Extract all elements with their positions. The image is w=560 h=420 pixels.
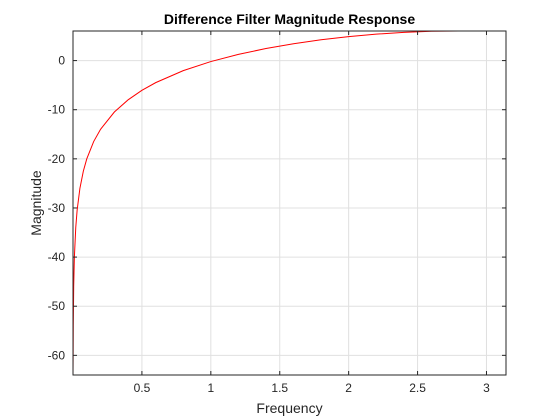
- chart-title: Difference Filter Magnitude Response: [164, 11, 415, 27]
- x-tick-label: 1: [207, 381, 214, 395]
- series-layer: [73, 31, 506, 375]
- x-axis-label: Frequency: [256, 400, 322, 416]
- y-tick-label: -50: [48, 299, 66, 313]
- y-tick-label: -30: [48, 201, 66, 215]
- y-tick-label: -40: [48, 250, 66, 264]
- grid: [73, 31, 506, 375]
- x-tick-label: 2: [345, 381, 352, 395]
- x-tick-label: 2.5: [409, 381, 426, 395]
- y-tick-label: -20: [48, 152, 66, 166]
- plot-frame: [72, 30, 507, 376]
- y-tick-label: -10: [48, 103, 66, 117]
- x-tick-label: 1.5: [271, 381, 288, 395]
- plot-background: [73, 31, 506, 375]
- ticks: 0.5 1 1.5 2 2.5 3 -60 -50 -40 -30 -20 -10 0: [48, 31, 506, 395]
- y-axis-label: Magnitude: [28, 170, 44, 236]
- x-tick-label: 3: [483, 381, 490, 395]
- series-line-0: [73, 31, 506, 375]
- y-tick-label: -60: [48, 348, 66, 362]
- y-tick-label: 0: [58, 54, 65, 68]
- x-tick-label: 0.5: [134, 381, 151, 395]
